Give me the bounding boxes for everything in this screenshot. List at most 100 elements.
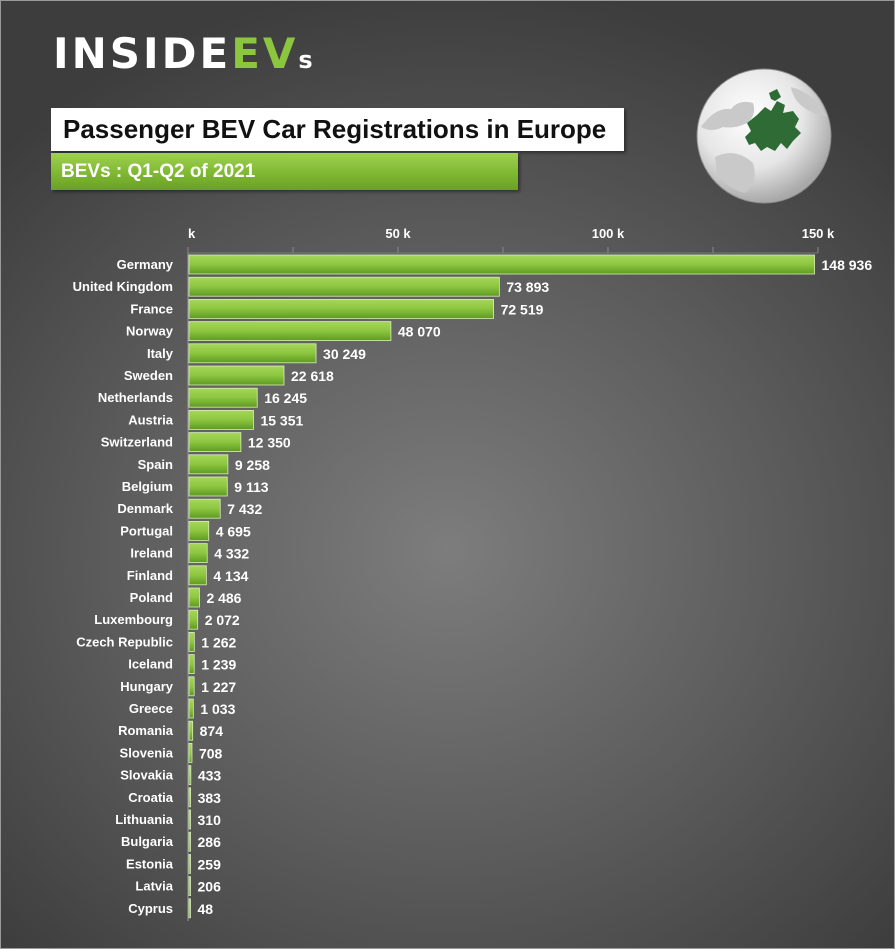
chart-subtitle: BEVs : Q1-Q2 of 2021	[61, 161, 256, 182]
logo-part-ev: EV	[231, 29, 299, 78]
bar-finland	[188, 565, 207, 586]
bar-lithuania	[188, 809, 191, 830]
value-label: 206	[198, 879, 222, 895]
category-label: France	[130, 301, 173, 316]
category-label: Luxembourg	[94, 612, 173, 627]
bar-belgium	[188, 476, 228, 497]
category-label: Italy	[147, 346, 174, 361]
logo-part-s: s	[298, 46, 313, 74]
bar-sweden	[188, 365, 285, 386]
bar-portugal	[188, 521, 210, 541]
category-label: Ireland	[130, 546, 173, 561]
bar-cyprus	[188, 898, 191, 919]
category-label: United Kingdom	[73, 279, 173, 294]
value-label: 9 258	[235, 457, 270, 473]
bar-austria	[188, 409, 254, 430]
bar-greece	[188, 698, 194, 719]
category-label: Latvia	[135, 879, 173, 894]
value-label: 48	[198, 901, 214, 917]
value-label: 2 486	[206, 590, 241, 606]
chart-title: Passenger BEV Car Registrations in Europ…	[63, 114, 607, 144]
x-tick-label: 150 k	[802, 226, 835, 241]
category-label: Portugal	[120, 523, 173, 538]
category-label: Austria	[128, 412, 174, 427]
value-label: 148 936	[822, 257, 873, 273]
bar-hungary	[188, 676, 195, 697]
bar-netherlands	[188, 387, 258, 408]
category-label: Belgium	[122, 479, 173, 494]
category-label: Slovenia	[120, 745, 174, 760]
value-label: 1 239	[201, 657, 236, 673]
value-label: 1 033	[200, 701, 235, 717]
value-label: 286	[198, 834, 222, 850]
value-label: 4 332	[214, 546, 249, 562]
value-label: 1 262	[201, 634, 236, 650]
bar-norway	[188, 321, 392, 342]
value-label: 9 113	[234, 479, 268, 495]
category-label: Poland	[130, 590, 173, 605]
bar-denmark	[188, 498, 221, 519]
value-label: 310	[198, 812, 222, 828]
insideevs-logo: INSIDE EV s	[53, 29, 313, 79]
bar-luxembourg	[188, 609, 199, 630]
value-label: 7 432	[227, 501, 262, 517]
category-label: Estonia	[126, 856, 174, 871]
x-axis: k 50 k 100 k 150 k	[187, 226, 835, 921]
value-label: 4 134	[213, 568, 248, 584]
value-label: 874	[200, 723, 224, 739]
category-label: Croatia	[128, 790, 174, 805]
category-label: Netherlands	[98, 390, 173, 405]
category-label: Finland	[127, 568, 173, 583]
category-label: Czech Republic	[76, 634, 173, 649]
value-label: 383	[198, 790, 222, 806]
bar-poland	[188, 587, 200, 608]
category-label: Cyprus	[128, 901, 173, 916]
category-label: Germany	[117, 257, 174, 272]
value-label: 4 695	[216, 523, 251, 539]
bar-spain	[188, 454, 229, 475]
value-label: 73 893	[506, 279, 549, 295]
category-label: Hungary	[120, 679, 174, 694]
category-label: Romania	[118, 723, 174, 738]
x-tick-label: 100 k	[592, 226, 625, 241]
x-tick-label: k	[188, 226, 196, 241]
category-label: Greece	[129, 701, 173, 716]
bar-slovakia	[188, 765, 192, 785]
bar-croatia	[188, 787, 192, 808]
bar-slovenia	[188, 743, 193, 763]
bar-czech-republic	[188, 632, 195, 652]
value-label: 30 249	[323, 346, 366, 362]
bar-ireland	[188, 543, 208, 563]
value-label: 48 070	[398, 324, 441, 340]
bar-united-kingdom	[188, 276, 500, 297]
category-label: Iceland	[128, 657, 173, 672]
value-label: 16 245	[264, 390, 307, 406]
value-label: 708	[199, 745, 223, 761]
bar-estonia	[188, 854, 191, 874]
bar-latvia	[188, 876, 191, 896]
logo-part-inside: INSIDE	[53, 29, 232, 78]
category-label: Lithuania	[115, 812, 174, 827]
category-labels: Germany United Kingdom France Norway Italy Sw…	[73, 257, 174, 916]
value-label: 2 072	[205, 612, 240, 628]
value-label: 15 351	[260, 412, 303, 428]
bar-switzerland	[188, 432, 242, 453]
value-label: 259	[198, 856, 222, 872]
category-label: Bulgaria	[121, 834, 174, 849]
value-label: 433	[198, 768, 222, 784]
category-label: Slovakia	[120, 768, 174, 783]
bar-germany	[188, 254, 815, 275]
category-label: Denmark	[117, 501, 173, 516]
value-label: 22 618	[291, 368, 334, 384]
bar-italy	[188, 343, 317, 364]
category-label: Norway	[126, 324, 174, 339]
chart-title-box: Passenger BEV Car Registrations in Europ…	[51, 108, 624, 151]
value-label: 1 227	[201, 679, 236, 695]
bar-romania	[188, 720, 194, 741]
bar-france	[188, 298, 494, 319]
bar-iceland	[188, 654, 195, 674]
value-label: 12 350	[248, 435, 291, 451]
chart-subtitle-box: BEVs : Q1-Q2 of 2021	[51, 153, 518, 190]
